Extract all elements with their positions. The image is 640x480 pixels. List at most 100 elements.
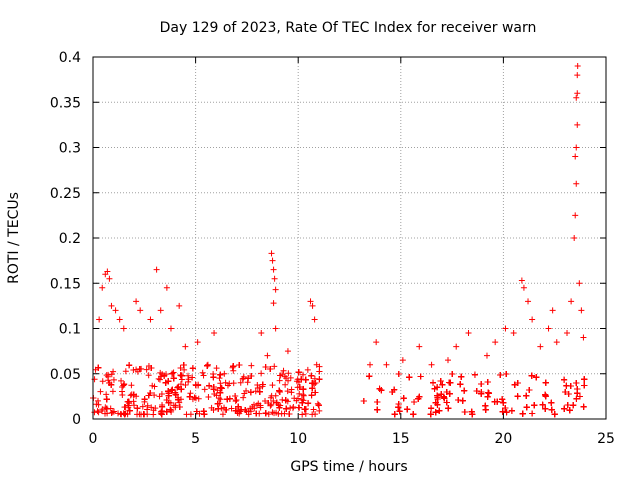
- data-point: [551, 411, 558, 418]
- x-tick-label: 10: [289, 431, 307, 447]
- grid-lines: [93, 57, 606, 419]
- data-point: [168, 387, 175, 394]
- data-point: [483, 352, 490, 359]
- data-point: [564, 401, 571, 408]
- data-point: [206, 382, 213, 389]
- data-point: [187, 390, 194, 397]
- data-point: [478, 380, 485, 387]
- x-tick-label: 0: [89, 431, 98, 447]
- data-point: [574, 121, 581, 128]
- data-point: [182, 381, 189, 388]
- data-point: [262, 397, 269, 404]
- data-point: [396, 408, 403, 415]
- data-point: [232, 407, 239, 414]
- data-point: [185, 372, 192, 379]
- data-point: [217, 389, 224, 396]
- data-point: [240, 394, 247, 401]
- data-point: [204, 361, 211, 368]
- data-point: [141, 396, 148, 403]
- data-point: [264, 352, 271, 359]
- data-point: [374, 398, 381, 405]
- data-point: [565, 390, 572, 397]
- y-axis-label: ROTI / TECUs: [6, 192, 22, 284]
- data-point: [428, 361, 435, 368]
- data-point: [224, 382, 231, 389]
- data-point: [309, 411, 316, 418]
- data-point: [286, 410, 293, 417]
- data-point: [399, 357, 406, 364]
- data-point: [300, 392, 307, 399]
- data-point: [156, 393, 163, 400]
- data-point: [293, 397, 300, 404]
- data-point: [118, 377, 125, 384]
- data-point: [434, 401, 441, 408]
- data-point: [272, 286, 279, 293]
- data-point: [280, 367, 287, 374]
- data-point: [284, 388, 291, 395]
- data-point: [309, 302, 316, 309]
- data-point: [537, 343, 544, 350]
- data-point: [133, 366, 140, 373]
- data-point: [157, 369, 164, 376]
- data-point: [148, 365, 155, 372]
- data-point: [165, 399, 172, 406]
- data-point: [580, 403, 587, 410]
- data-point: [432, 409, 439, 416]
- data-point: [110, 368, 117, 375]
- data-point: [178, 396, 185, 403]
- data-point: [172, 389, 179, 396]
- data-point: [427, 411, 434, 418]
- data-point: [461, 387, 468, 394]
- data-point: [309, 385, 316, 392]
- data-point: [564, 330, 571, 337]
- data-point: [542, 393, 549, 400]
- data-point: [109, 409, 116, 416]
- data-point: [502, 325, 509, 332]
- data-point: [163, 284, 170, 291]
- data-point: [416, 393, 423, 400]
- data-point: [499, 408, 506, 415]
- data-point: [296, 384, 303, 391]
- data-point: [128, 382, 135, 389]
- data-point: [125, 402, 132, 409]
- data-point: [106, 379, 113, 386]
- y-tick-label: 0.05: [50, 367, 81, 383]
- data-point: [434, 392, 441, 399]
- data-point: [269, 409, 276, 416]
- data-point: [199, 369, 206, 376]
- data-point: [519, 410, 526, 417]
- data-point: [186, 393, 193, 400]
- data-point: [523, 392, 530, 399]
- data-point: [434, 396, 441, 403]
- data-point: [531, 402, 538, 409]
- data-point: [96, 316, 103, 323]
- data-point: [430, 379, 437, 386]
- data-point: [99, 284, 106, 291]
- data-point: [236, 361, 243, 368]
- data-point: [453, 343, 460, 350]
- data-point: [159, 403, 166, 410]
- data-point: [553, 339, 560, 346]
- y-tick-label: 0.35: [50, 95, 81, 111]
- data-point: [140, 411, 147, 418]
- data-point: [491, 398, 498, 405]
- data-point: [485, 389, 492, 396]
- data-point: [571, 235, 578, 241]
- data-point: [533, 374, 540, 381]
- data-point: [258, 330, 265, 337]
- data-point: [208, 404, 215, 411]
- data-point: [256, 388, 263, 395]
- data-point: [158, 411, 165, 418]
- data-point: [574, 90, 581, 97]
- y-tick-label: 0.2: [59, 231, 81, 247]
- data-point: [316, 376, 323, 383]
- data-point: [224, 396, 231, 403]
- data-point: [410, 411, 417, 418]
- data-point: [497, 372, 504, 379]
- data-point: [144, 402, 151, 409]
- data-point: [177, 372, 184, 379]
- data-point: [308, 392, 315, 399]
- data-point: [573, 379, 580, 386]
- data-point: [574, 63, 581, 70]
